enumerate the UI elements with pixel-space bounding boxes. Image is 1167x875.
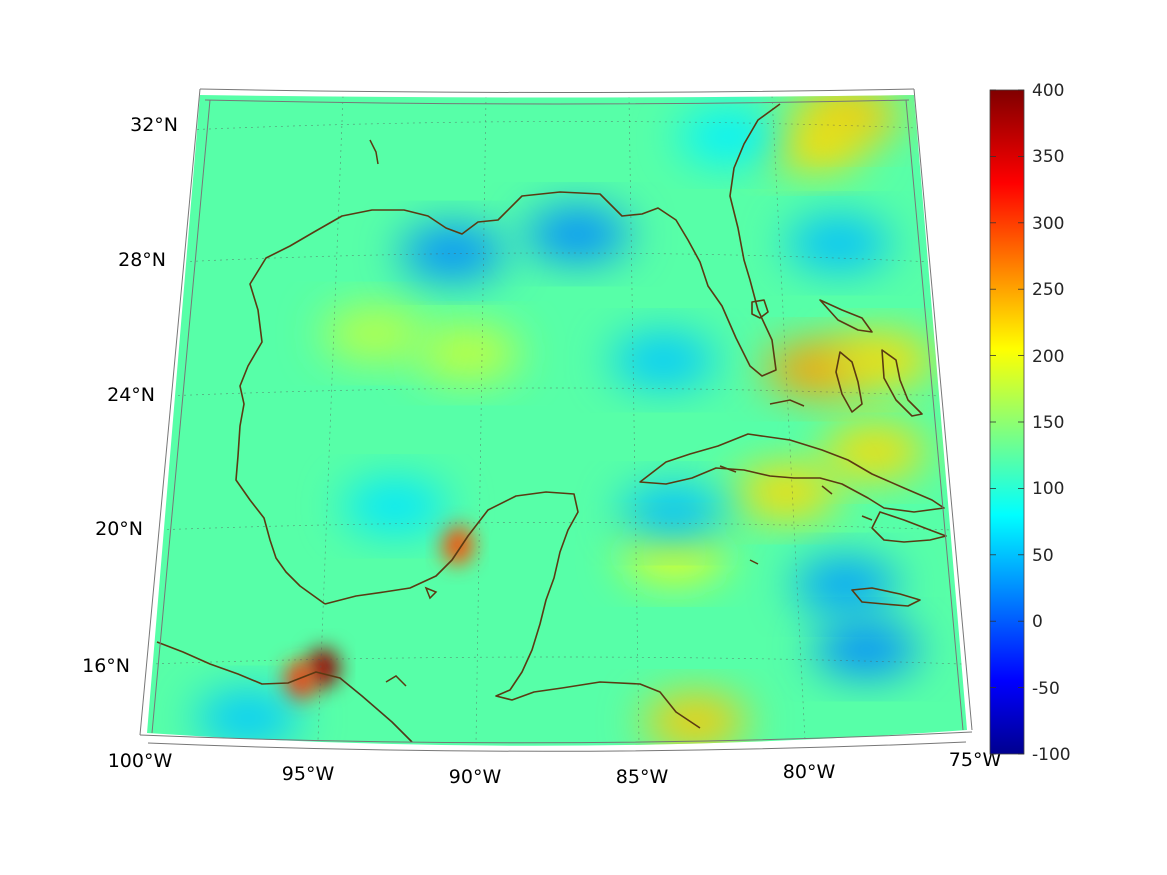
field-feature-15: [786, 217, 891, 270]
small-islands: [369, 139, 873, 687]
colorbar-label-250: 250: [1032, 280, 1064, 300]
colorbar-label-0: 0: [1032, 612, 1043, 632]
colorbar-label-300: 300: [1032, 214, 1064, 234]
field-feature-12: [322, 307, 427, 360]
field-feature-10: [643, 695, 748, 746]
coastlines: [156, 103, 947, 743]
field-feature-18: [793, 558, 898, 611]
colorbar-ticks: [990, 89, 1024, 755]
abaco-coastline: [819, 299, 873, 333]
lon-label-90w: 90°W: [449, 766, 502, 788]
lat-label-20n: 20°N: [95, 518, 143, 540]
colorbar-label-350: 350: [1032, 147, 1064, 167]
field-feature-7: [822, 425, 927, 478]
colorbar-label-400: 400: [1032, 81, 1064, 101]
colorbar-label-100: 100: [1032, 479, 1064, 499]
field-feature-8: [734, 466, 839, 519]
colorbar-label-150: 150: [1032, 413, 1064, 433]
colorbar-label-minus-50: -50: [1032, 679, 1060, 699]
lat-label-28n: 28°N: [118, 249, 166, 271]
lon-label-100w: 100°W: [108, 750, 173, 772]
lake-okeechobee-outline: [751, 299, 769, 319]
graticule: [149, 95, 963, 745]
field-feature-22: [678, 110, 783, 163]
lat-label-24n: 24°N: [107, 384, 155, 406]
colorbar-labels: 400 350 300 250 200 150 100 50 0 -50 -10…: [1032, 81, 1071, 765]
colorbar-label-200: 200: [1032, 347, 1064, 367]
lat-label-16n: 16°N: [82, 655, 130, 677]
field-feature-4: [762, 117, 867, 170]
field-feature-14: [525, 208, 630, 261]
field-feature-9: [622, 528, 727, 581]
map-frame: [139, 88, 973, 752]
hispaniola-coastline: [871, 511, 947, 543]
eleuthera-coastline: [881, 349, 923, 417]
lon-label-95w: 95°W: [282, 763, 335, 785]
field-feature-11: [416, 327, 521, 380]
field-feature-19: [814, 623, 919, 676]
colorbar-label-minus-100: -100: [1032, 745, 1071, 765]
longitude-labels: 100°W 95°W 90°W 85°W 80°W 75°W: [108, 749, 1002, 788]
andros-coastline: [835, 351, 863, 413]
value-field: [195, 95, 936, 746]
field-feature-20: [195, 691, 300, 744]
latitude-labels: 16°N 20°N 24°N 28°N 32°N: [82, 114, 178, 677]
jamaica-coastline: [851, 587, 921, 607]
lon-label-80w: 80°W: [783, 761, 836, 783]
cuba-coastline: [639, 433, 945, 513]
yucatan-coastline: [324, 491, 701, 729]
central-america-border: [339, 677, 413, 743]
field-feature-1: [283, 661, 316, 702]
lon-label-85w: 85°W: [616, 766, 669, 788]
field-feature-2: [441, 524, 474, 565]
field-feature-17: [621, 487, 726, 540]
field-feature-21: [343, 480, 448, 533]
field-feature-13: [400, 226, 505, 279]
lon-label-75w: 75°W: [949, 749, 1002, 771]
colorbar-label-50: 50: [1032, 546, 1054, 566]
field-feature-16: [611, 334, 716, 387]
map-area: [147, 95, 967, 746]
lat-label-32n: 32°N: [130, 114, 178, 136]
colorbar: 400 350 300 250 200 150 100 50 0 -50 -10…: [989, 81, 1071, 765]
